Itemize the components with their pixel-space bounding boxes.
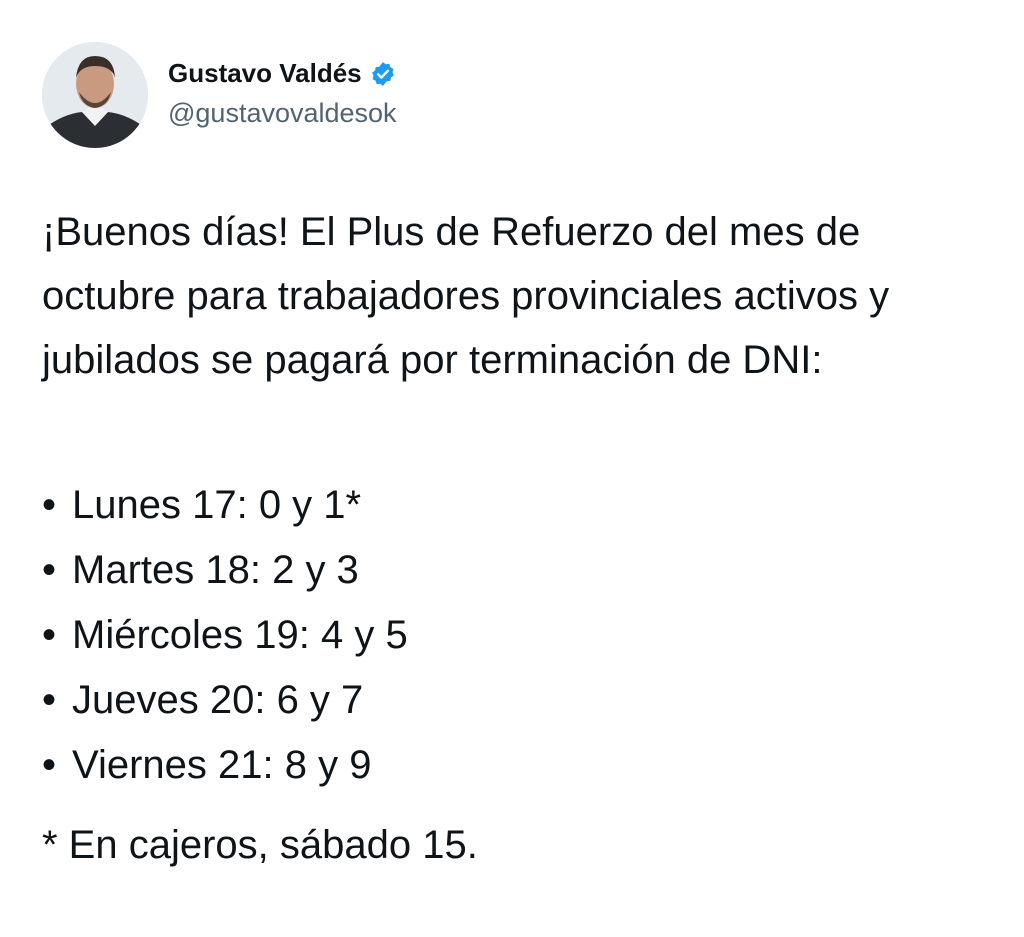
verified-badge-icon bbox=[371, 61, 394, 86]
list-item: • Viernes 21: 8 y 9 bbox=[42, 733, 408, 798]
list-item: • Lunes 17: 0 y 1* bbox=[42, 473, 408, 538]
list-item-text: Martes 18: 2 y 3 bbox=[72, 548, 359, 592]
bullet: • bbox=[42, 613, 57, 657]
bullet: • bbox=[42, 678, 57, 722]
list-item-text: Miércoles 19: 4 y 5 bbox=[72, 613, 408, 657]
list-item-text: Viernes 21: 8 y 9 bbox=[72, 743, 372, 787]
schedule-list: • Lunes 17: 0 y 1* • Martes 18: 2 y 3 • Mié… bbox=[42, 473, 408, 798]
bullet: • bbox=[42, 548, 57, 592]
bullet: • bbox=[42, 743, 57, 787]
tweet-text: ¡Buenos días! El Plus de Refuerzo del me… bbox=[42, 210, 890, 382]
list-item: • Miércoles 19: 4 y 5 bbox=[42, 603, 408, 668]
footnote: * En cajeros, sábado 15. bbox=[42, 823, 478, 867]
list-item-text: Jueves 20: 6 y 7 bbox=[72, 678, 364, 722]
list-item: • Martes 18: 2 y 3 bbox=[42, 538, 408, 603]
profile-photo bbox=[42, 42, 148, 148]
list-item: • Jueves 20: 6 y 7 bbox=[42, 668, 408, 733]
avatar[interactable] bbox=[42, 42, 148, 148]
list-item-text: Lunes 17: 0 y 1* bbox=[72, 483, 362, 527]
author-name[interactable]: Gustavo Valdés bbox=[168, 58, 396, 89]
author-handle[interactable]: @gustavovaldesok bbox=[168, 98, 397, 128]
bullet: • bbox=[42, 483, 57, 527]
author-name-text: Gustavo Valdés bbox=[168, 58, 362, 88]
